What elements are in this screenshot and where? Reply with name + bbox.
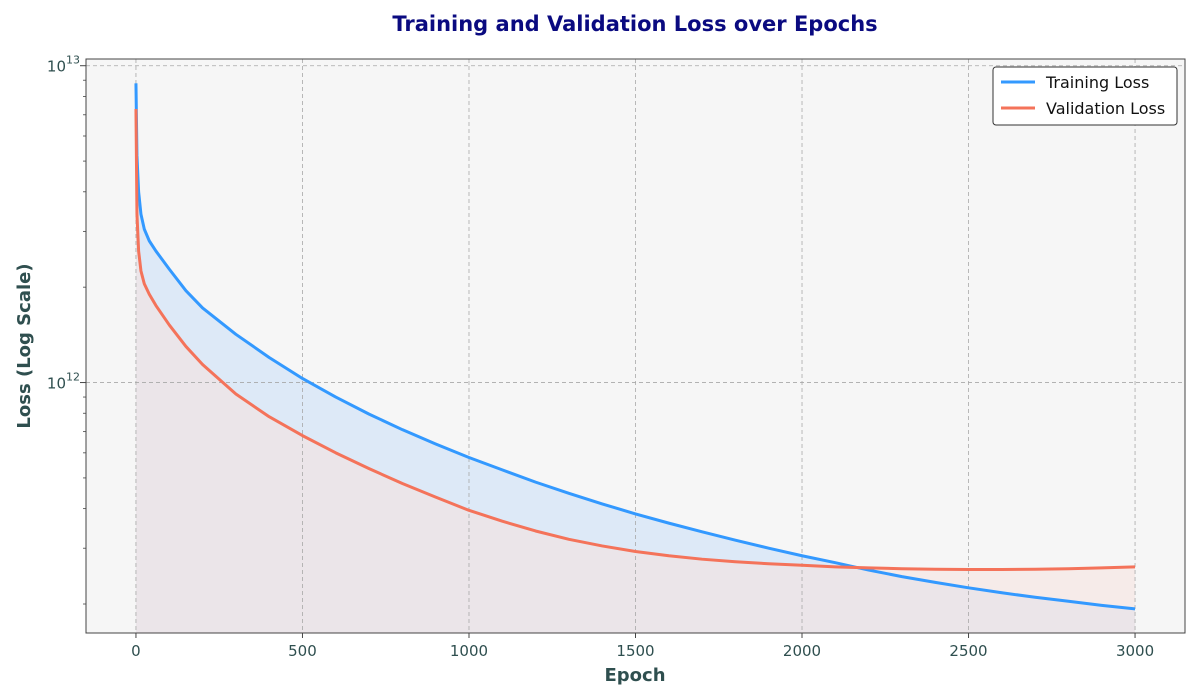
y-axis-title: Loss (Log Scale) — [14, 263, 35, 428]
x-tick-label: 3000 — [1116, 642, 1154, 660]
x-tick-label: 1000 — [450, 642, 488, 660]
y-tick-label: 1012 — [47, 371, 80, 393]
series-area-validation — [135, 109, 1136, 633]
area-fills — [135, 83, 1136, 633]
grid-lines — [86, 59, 1185, 633]
series-lines — [134, 83, 1136, 611]
x-tick-label: 2500 — [949, 642, 987, 660]
legend: Training Loss Validation Loss — [992, 66, 1178, 126]
chart-title: Training and Validation Loss over Epochs — [392, 12, 878, 36]
y-axis-ticks: 1012 1013 — [47, 54, 86, 393]
x-axis-title: Epoch — [604, 665, 665, 686]
x-tick-label: 0 — [131, 642, 141, 660]
x-axis-ticks: 0 500 1000 1500 2000 2500 3000 — [131, 633, 1154, 660]
legend-box — [992, 66, 1178, 126]
x-tick-label: 2000 — [783, 642, 821, 660]
series-line-training — [134, 83, 1136, 611]
y-tick-label: 1013 — [47, 54, 80, 76]
legend-label-validation: Validation Loss — [1046, 99, 1165, 118]
x-tick-label: 500 — [288, 642, 317, 660]
series-line-validation — [134, 109, 1136, 572]
x-tick-label: 1500 — [616, 642, 654, 660]
legend-label-training: Training Loss — [1045, 73, 1149, 92]
